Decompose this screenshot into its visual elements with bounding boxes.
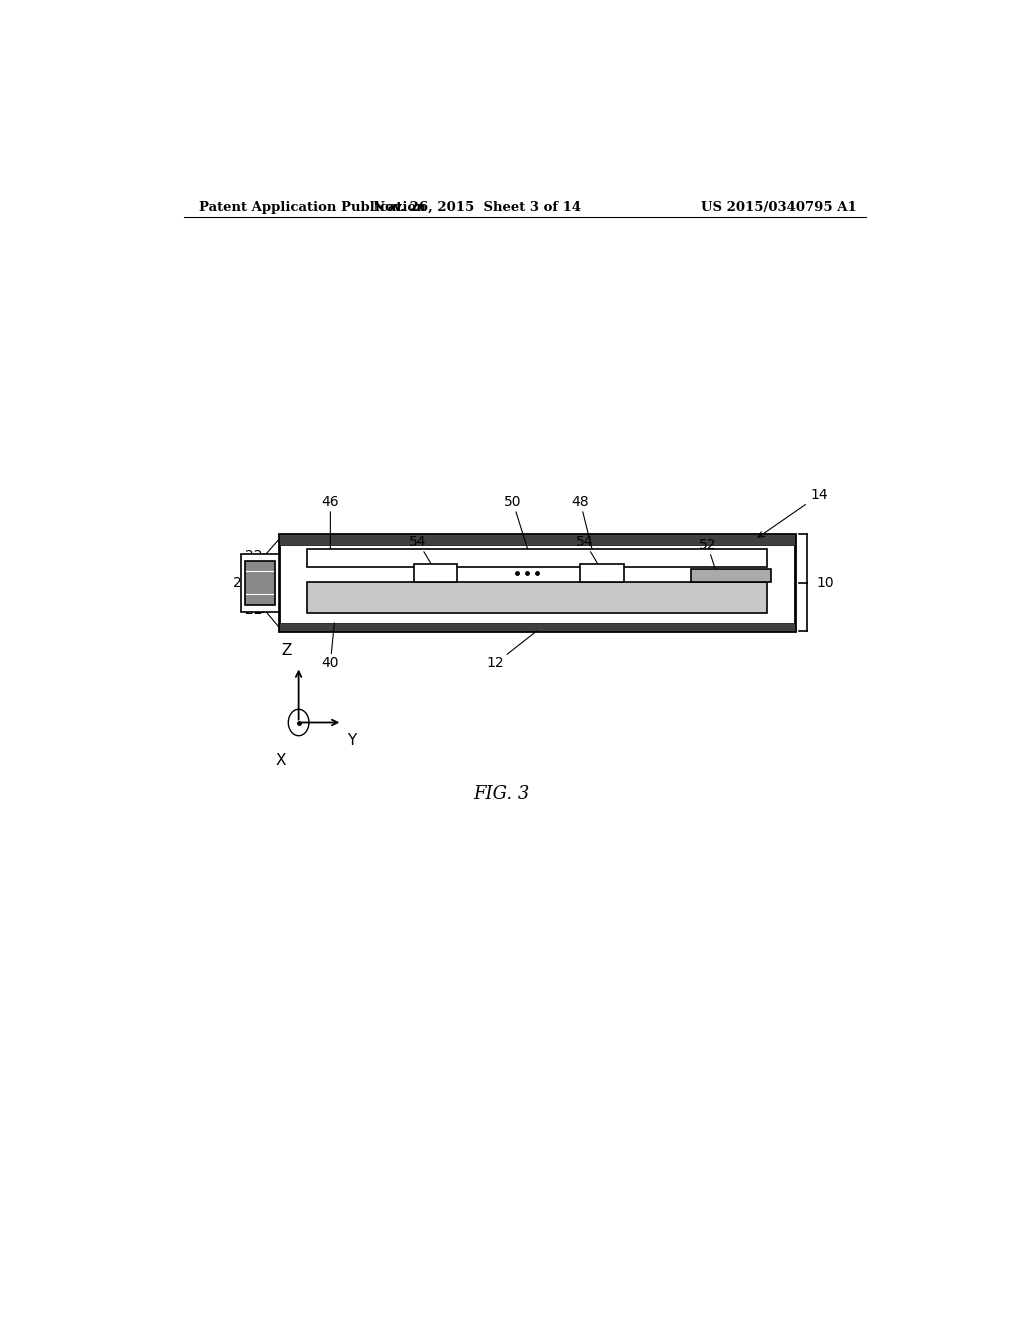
Text: 22: 22 bbox=[246, 549, 263, 562]
Text: 48: 48 bbox=[571, 495, 592, 549]
Text: US 2015/0340795 A1: US 2015/0340795 A1 bbox=[700, 201, 857, 214]
Text: 54: 54 bbox=[575, 535, 598, 564]
Bar bbox=[279, 623, 795, 631]
Text: 10: 10 bbox=[816, 576, 834, 590]
Text: Z: Z bbox=[282, 643, 292, 659]
Bar bbox=[245, 561, 274, 605]
Text: 12: 12 bbox=[486, 631, 537, 671]
Text: Patent Application Publication: Patent Application Publication bbox=[200, 201, 426, 214]
Text: 52: 52 bbox=[698, 537, 716, 569]
Text: 40: 40 bbox=[322, 623, 339, 671]
Text: FIG. 3: FIG. 3 bbox=[473, 784, 529, 803]
Text: 46: 46 bbox=[322, 495, 339, 549]
Text: X: X bbox=[275, 754, 286, 768]
Text: 50: 50 bbox=[504, 495, 527, 549]
Bar bbox=[691, 569, 771, 582]
Bar bbox=[279, 535, 795, 631]
Text: 20: 20 bbox=[232, 576, 250, 590]
Text: 22: 22 bbox=[246, 603, 263, 616]
Bar bbox=[279, 535, 795, 545]
Bar bbox=[306, 582, 767, 612]
Text: Y: Y bbox=[347, 733, 356, 747]
Text: Nov. 26, 2015  Sheet 3 of 14: Nov. 26, 2015 Sheet 3 of 14 bbox=[373, 201, 582, 214]
Text: 14: 14 bbox=[758, 488, 828, 537]
Bar bbox=[581, 564, 624, 582]
Bar bbox=[241, 554, 279, 611]
Text: 54: 54 bbox=[410, 535, 431, 564]
Bar bbox=[414, 564, 458, 582]
Bar bbox=[306, 549, 767, 568]
